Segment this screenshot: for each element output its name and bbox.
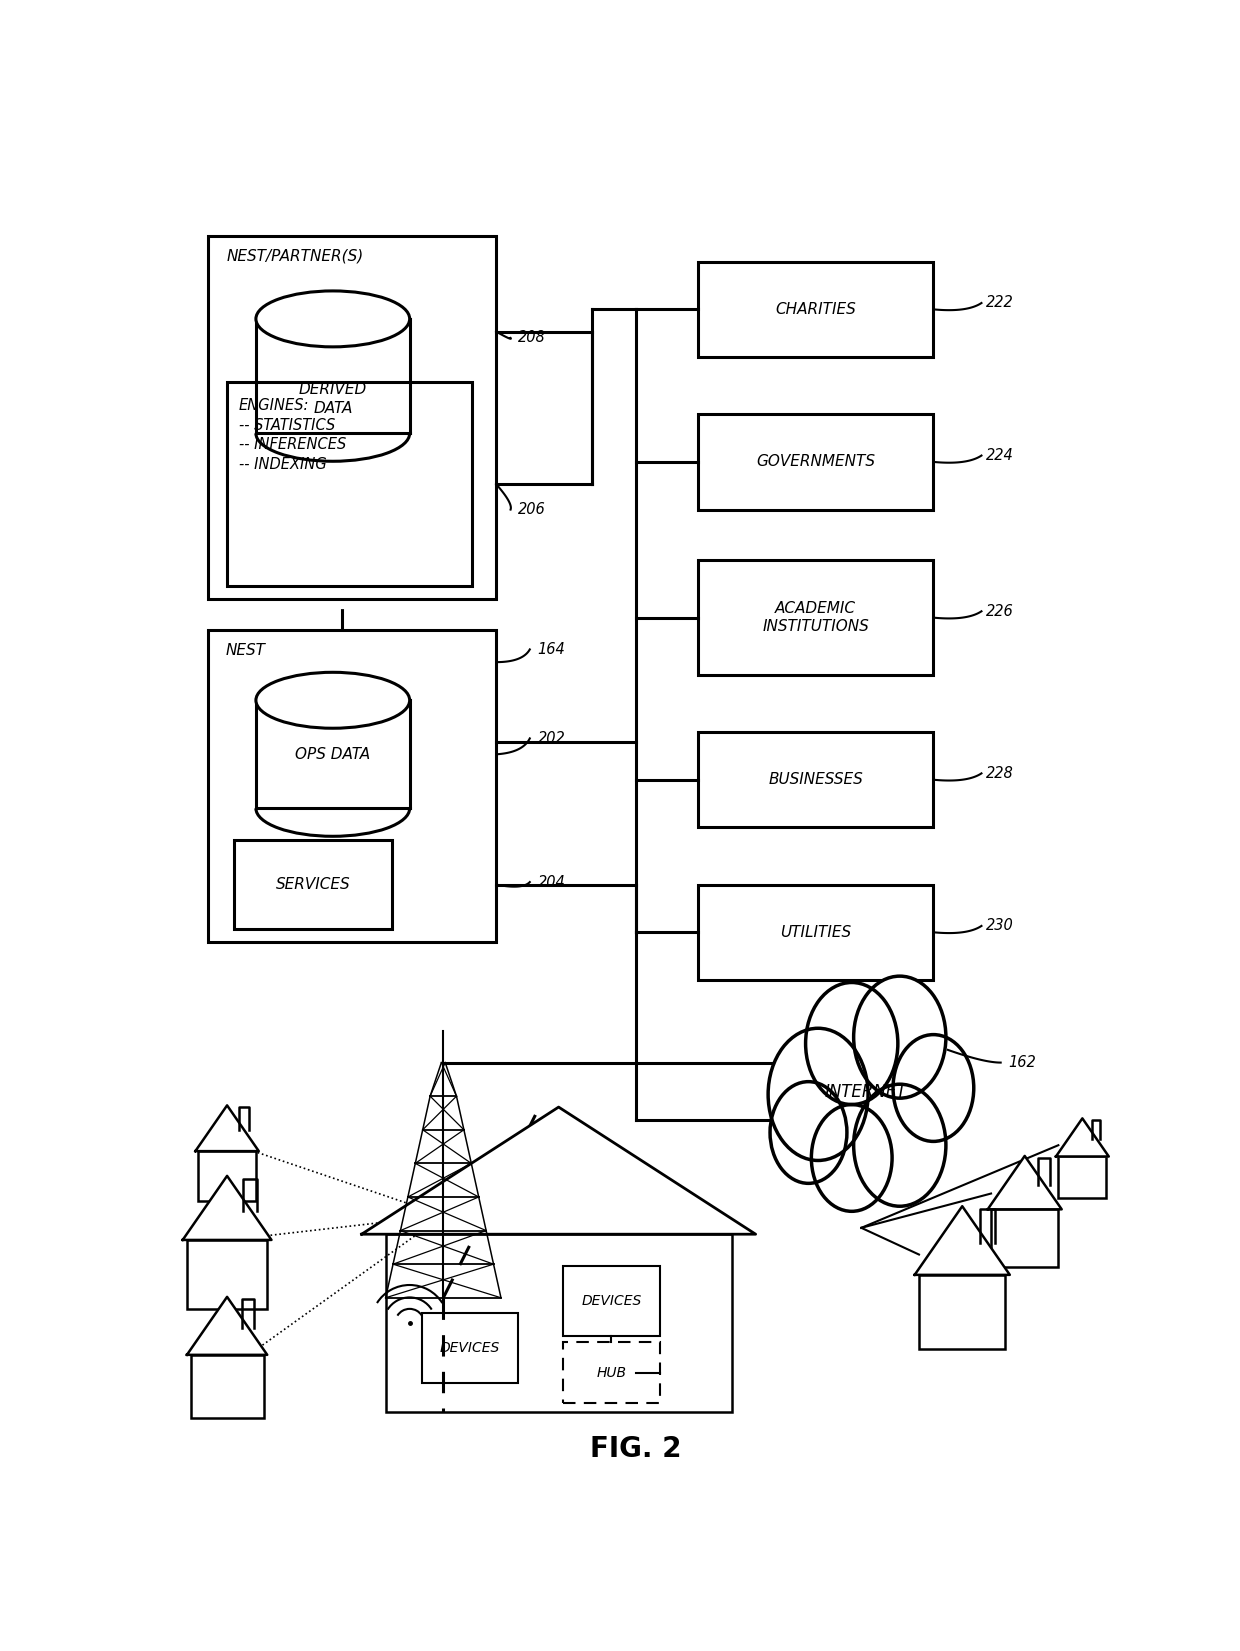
Bar <box>1058 1156 1106 1199</box>
Bar <box>563 1342 660 1403</box>
Text: 226: 226 <box>986 604 1014 619</box>
Text: DERIVED
DATA: DERIVED DATA <box>299 383 367 416</box>
Text: 202: 202 <box>537 731 565 746</box>
Polygon shape <box>196 1106 259 1151</box>
Bar <box>698 560 934 675</box>
Polygon shape <box>1056 1118 1109 1156</box>
Bar <box>234 840 392 930</box>
Text: OPS DATA: OPS DATA <box>295 746 371 761</box>
Bar <box>698 885 934 981</box>
Text: ACADEMIC
INSTITUTIONS: ACADEMIC INSTITUTIONS <box>763 601 869 634</box>
Text: DEVICES: DEVICES <box>582 1294 641 1308</box>
Text: 222: 222 <box>986 296 1014 310</box>
Circle shape <box>768 1029 868 1161</box>
Text: CHARITIES: CHARITIES <box>775 302 856 317</box>
Text: 224: 224 <box>986 447 1014 462</box>
Circle shape <box>806 982 898 1105</box>
Text: 230: 230 <box>986 918 1014 933</box>
Text: 208: 208 <box>518 330 546 345</box>
Bar <box>919 1275 1006 1349</box>
Bar <box>227 383 472 586</box>
Polygon shape <box>988 1156 1061 1209</box>
Text: 162: 162 <box>1008 1055 1037 1070</box>
Circle shape <box>893 1035 973 1141</box>
Bar <box>187 1240 268 1309</box>
Text: NEST/PARTNER(S): NEST/PARTNER(S) <box>227 249 365 264</box>
Text: 206: 206 <box>518 502 546 517</box>
Text: UTILITIES: UTILITIES <box>780 925 851 939</box>
Ellipse shape <box>255 291 409 347</box>
Polygon shape <box>182 1176 272 1240</box>
Bar <box>422 1313 518 1384</box>
Text: 204: 204 <box>537 875 565 890</box>
Bar <box>698 414 934 510</box>
Bar <box>698 263 934 357</box>
Text: SERVICES: SERVICES <box>275 877 351 892</box>
Polygon shape <box>187 1298 268 1355</box>
Circle shape <box>853 1085 946 1207</box>
Text: ENGINES:
-- STATISTICS
-- INFERENCES
-- INDEXING: ENGINES: -- STATISTICS -- INFERENCES -- … <box>238 398 346 472</box>
Bar <box>698 731 934 827</box>
Circle shape <box>770 1081 847 1184</box>
Text: 164: 164 <box>537 642 565 657</box>
Text: HUB: HUB <box>596 1365 626 1380</box>
Polygon shape <box>915 1207 1009 1275</box>
Text: DEVICES: DEVICES <box>440 1341 500 1355</box>
Text: GOVERNMENTS: GOVERNMENTS <box>756 454 875 469</box>
Text: BUSINESSES: BUSINESSES <box>769 773 863 788</box>
Text: NEST: NEST <box>226 644 265 659</box>
Ellipse shape <box>255 672 409 728</box>
Polygon shape <box>362 1108 755 1235</box>
Bar <box>208 631 496 941</box>
Text: 228: 228 <box>986 766 1014 781</box>
Text: INTERNET: INTERNET <box>825 1083 908 1101</box>
Bar <box>208 236 496 599</box>
Circle shape <box>853 976 946 1098</box>
Text: FIG. 2: FIG. 2 <box>590 1435 681 1463</box>
Bar <box>386 1235 732 1412</box>
Bar <box>991 1209 1058 1268</box>
Bar <box>563 1266 660 1336</box>
Circle shape <box>811 1105 892 1212</box>
Bar <box>198 1151 255 1200</box>
Bar <box>191 1355 264 1418</box>
